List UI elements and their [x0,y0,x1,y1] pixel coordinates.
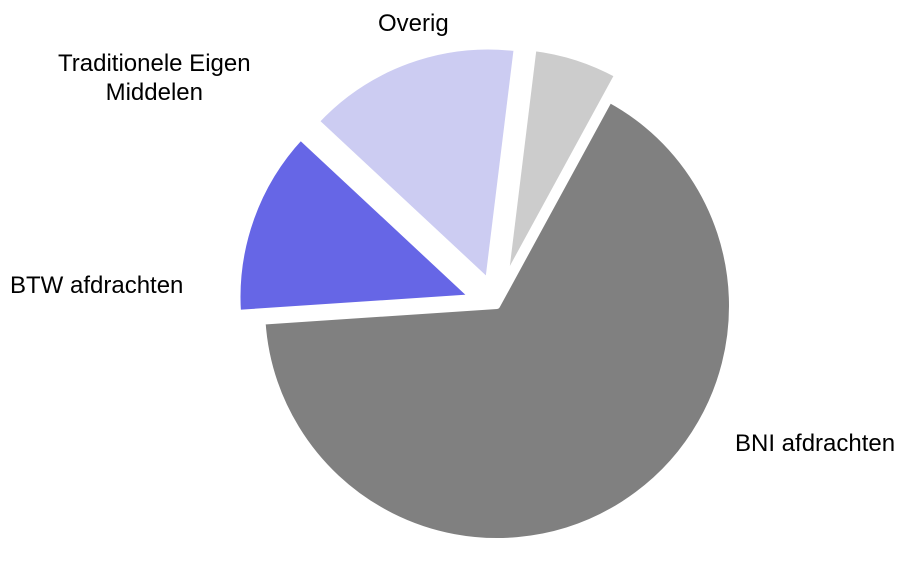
pie-chart-container: Overig BNI afdrachten BTW afdrachten Tra… [0,0,922,571]
slice-label-traditionele: Traditionele Eigen Middelen [58,50,251,108]
slice-label-overig: Overig [378,10,449,39]
slice-label-btw: BTW afdrachten [10,272,183,301]
slice-label-bni: BNI afdrachten [735,430,895,459]
